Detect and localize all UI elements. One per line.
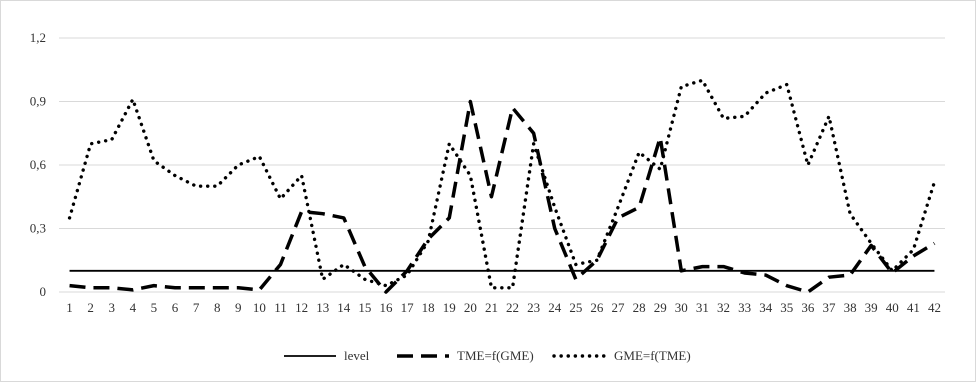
x-tick-label: 40 [886, 300, 899, 315]
x-tick-label: 31 [696, 300, 709, 315]
y-tick-label: 0,9 [30, 94, 46, 109]
x-tick-label: 36 [801, 300, 815, 315]
x-tick-label: 41 [907, 300, 920, 315]
legend: level TME=f(GME) GME=f(TME) [284, 348, 691, 363]
x-tick-label: 7 [193, 300, 200, 315]
x-tick-label: 39 [865, 300, 878, 315]
x-tick-label: 38 [844, 300, 857, 315]
grid-layer [59, 37, 945, 293]
x-tick-label: 28 [633, 300, 646, 315]
x-tick-label: 17 [401, 300, 415, 315]
x-tick-label: 34 [759, 300, 773, 315]
series-line-tme-f-gme [69, 99, 936, 294]
x-tick-label: 12 [295, 300, 308, 315]
x-tick-label: 42 [928, 300, 941, 315]
series-layer [67, 78, 937, 294]
x-tick-label: 26 [590, 300, 604, 315]
x-tick-label: 5 [151, 300, 158, 315]
x-tick-label: 18 [422, 300, 435, 315]
x-tick-label: 3 [108, 300, 115, 315]
x-tick-label: 13 [316, 300, 329, 315]
x-tick-label: 27 [612, 300, 626, 315]
x-tick-label: 35 [780, 300, 793, 315]
y-tick-label: 1,2 [30, 30, 46, 45]
x-tick-label: 32 [717, 300, 730, 315]
x-tick-label: 10 [253, 300, 266, 315]
x-tick-label: 19 [443, 300, 456, 315]
x-tick-label: 11 [274, 300, 287, 315]
x-tick-label: 2 [87, 300, 94, 315]
x-tick-label: 22 [506, 300, 519, 315]
y-tick-label: 0 [40, 284, 47, 299]
x-tick-label: 30 [675, 300, 688, 315]
x-tick-label: 21 [485, 300, 498, 315]
x-tick-label: 25 [569, 300, 582, 315]
x-tick-label: 6 [172, 300, 179, 315]
legend-label: level [344, 348, 370, 363]
x-tick-label: 20 [464, 300, 477, 315]
x-tick-label: 37 [822, 300, 836, 315]
legend-label: GME=f(TME) [614, 348, 691, 363]
x-tick-label: 15 [358, 300, 371, 315]
y-tick-label: 0,6 [30, 157, 47, 172]
x-tick-label: 29 [654, 300, 667, 315]
y-tick-label: 0,3 [30, 221, 46, 236]
x-tick-label: 23 [527, 300, 540, 315]
x-tick-label: 8 [214, 300, 221, 315]
x-tick-label: 24 [548, 300, 562, 315]
x-tick-label: 14 [337, 300, 351, 315]
x-tick-label: 4 [130, 300, 137, 315]
x-tick-label: 16 [379, 300, 393, 315]
y-axis: 0 0,3 0,6 0,9 1,2 [30, 30, 47, 299]
series-line-gme-f-tme [67, 78, 937, 290]
x-tick-label: 9 [235, 300, 242, 315]
x-tick-label: 33 [738, 300, 751, 315]
legend-label: TME=f(GME) [457, 348, 534, 363]
x-tick-label: 1 [66, 300, 73, 315]
x-axis: 1 2 3 4 5 6 7 8 9 10 11 12 13 14 15 16 17 18 19 20 21 22 23 24 2… [66, 300, 941, 315]
